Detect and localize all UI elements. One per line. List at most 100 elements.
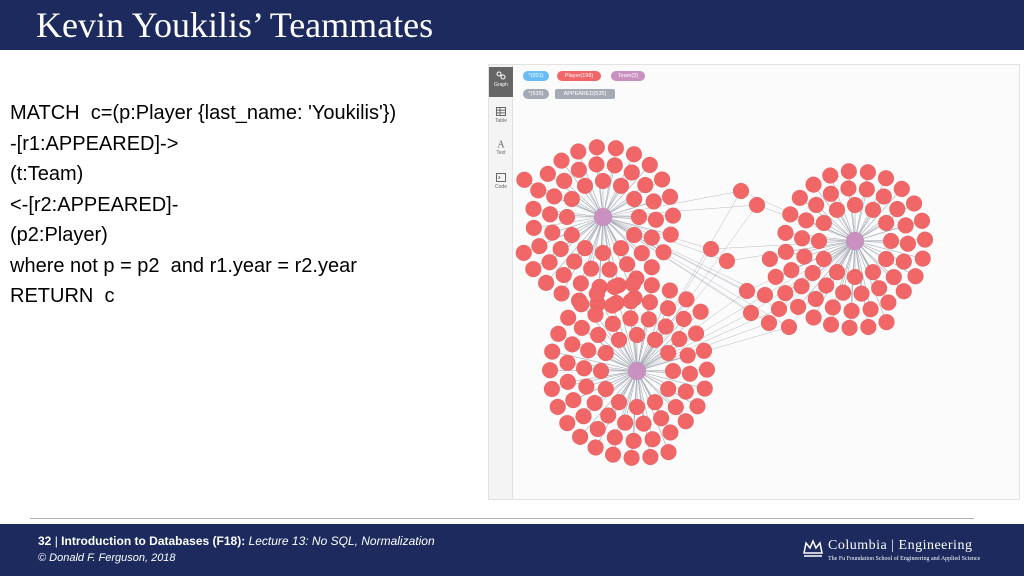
player-node[interactable] xyxy=(553,285,570,302)
player-node[interactable] xyxy=(525,219,543,237)
player-node[interactable] xyxy=(815,250,833,268)
player-node[interactable] xyxy=(692,303,709,320)
player-node[interactable] xyxy=(589,420,607,438)
player-node[interactable] xyxy=(777,224,794,242)
player-node[interactable] xyxy=(622,293,640,310)
player-node[interactable] xyxy=(572,275,590,292)
player-node[interactable] xyxy=(525,200,542,218)
player-node[interactable] xyxy=(767,268,784,286)
player-node[interactable] xyxy=(696,380,714,397)
player-node[interactable] xyxy=(543,343,561,360)
player-node[interactable] xyxy=(545,188,563,205)
player-node[interactable] xyxy=(576,239,594,257)
player-node[interactable] xyxy=(643,277,661,294)
player-node[interactable] xyxy=(804,264,821,282)
player-node[interactable] xyxy=(662,226,680,243)
relationship-label-all[interactable]: *(535) xyxy=(523,89,549,99)
player-node[interactable] xyxy=(625,190,643,208)
player-node[interactable] xyxy=(882,232,900,250)
player-node[interactable] xyxy=(797,212,815,229)
player-node[interactable] xyxy=(555,172,573,190)
player-node[interactable] xyxy=(623,164,641,181)
player-node[interactable] xyxy=(530,182,547,199)
player-node[interactable] xyxy=(628,398,646,416)
player-node[interactable] xyxy=(570,161,588,179)
player-node[interactable] xyxy=(893,180,911,198)
player-node[interactable] xyxy=(822,167,839,184)
player-node[interactable] xyxy=(565,391,582,409)
player-node[interactable] xyxy=(807,290,825,308)
player-node[interactable] xyxy=(624,275,642,293)
player-node[interactable] xyxy=(646,331,664,349)
node-label-team[interactable]: Team(3) xyxy=(611,71,645,81)
player-node[interactable] xyxy=(846,268,864,286)
player-node[interactable] xyxy=(549,398,566,416)
player-node[interactable] xyxy=(761,250,779,268)
player-node[interactable] xyxy=(659,299,677,317)
player-node[interactable] xyxy=(880,294,897,311)
player-node[interactable] xyxy=(834,284,852,301)
player-node[interactable] xyxy=(575,360,593,377)
view-tab-code[interactable]: Code xyxy=(489,173,513,190)
player-node[interactable] xyxy=(606,278,623,296)
player-node[interactable] xyxy=(641,293,659,311)
relationship-label-appeared[interactable]: APPEARED(535) xyxy=(555,89,615,99)
player-node[interactable] xyxy=(559,354,576,372)
player-node[interactable] xyxy=(616,414,634,431)
player-node[interactable] xyxy=(870,279,888,297)
player-node[interactable] xyxy=(810,232,828,250)
view-tab-table[interactable]: Table xyxy=(489,107,513,124)
player-node[interactable] xyxy=(576,177,594,195)
player-node[interactable] xyxy=(646,393,664,411)
player-node[interactable] xyxy=(840,163,858,180)
player-node[interactable] xyxy=(843,302,860,320)
player-node[interactable] xyxy=(807,196,825,214)
player-node[interactable] xyxy=(895,253,913,270)
player-node[interactable] xyxy=(625,432,642,450)
player-node[interactable] xyxy=(642,448,659,466)
player-node[interactable] xyxy=(541,253,558,271)
player-node[interactable] xyxy=(589,326,607,344)
player-node[interactable] xyxy=(877,169,895,187)
player-node[interactable] xyxy=(824,299,842,316)
player-node[interactable] xyxy=(664,362,682,380)
player-node[interactable] xyxy=(780,318,798,336)
player-node[interactable] xyxy=(537,274,555,292)
player-node[interactable] xyxy=(846,196,864,214)
player-node[interactable] xyxy=(840,180,857,197)
player-node[interactable] xyxy=(695,342,713,360)
player-node[interactable] xyxy=(796,248,813,265)
view-tab-graph[interactable]: Graph xyxy=(489,67,513,97)
player-node[interactable] xyxy=(889,200,906,218)
player-node[interactable] xyxy=(702,240,720,258)
player-node[interactable] xyxy=(647,211,665,228)
player-node[interactable] xyxy=(877,250,895,268)
player-node[interactable] xyxy=(601,261,618,278)
player-node[interactable] xyxy=(543,380,561,398)
player-node[interactable] xyxy=(575,407,592,425)
player-node[interactable] xyxy=(573,319,591,337)
player-node[interactable] xyxy=(862,300,879,318)
player-node[interactable] xyxy=(875,188,893,205)
player-node[interactable] xyxy=(782,206,799,223)
player-node[interactable] xyxy=(732,182,750,200)
player-node[interactable] xyxy=(828,201,846,219)
player-node[interactable] xyxy=(659,344,677,362)
player-node[interactable] xyxy=(544,224,561,241)
player-node[interactable] xyxy=(907,267,924,285)
player-node[interactable] xyxy=(604,315,622,333)
player-node[interactable] xyxy=(657,318,675,335)
player-node[interactable] xyxy=(864,263,882,281)
team-node[interactable] xyxy=(593,207,613,227)
player-node[interactable] xyxy=(853,285,870,302)
player-node[interactable] xyxy=(640,311,658,328)
player-node[interactable] xyxy=(664,207,682,224)
player-node[interactable] xyxy=(588,285,606,303)
player-node[interactable] xyxy=(877,214,895,232)
player-node[interactable] xyxy=(628,326,646,344)
player-node[interactable] xyxy=(689,397,706,415)
player-node[interactable] xyxy=(531,237,548,255)
player-node[interactable] xyxy=(793,277,810,295)
player-node[interactable] xyxy=(841,319,858,337)
player-node[interactable] xyxy=(572,295,590,313)
